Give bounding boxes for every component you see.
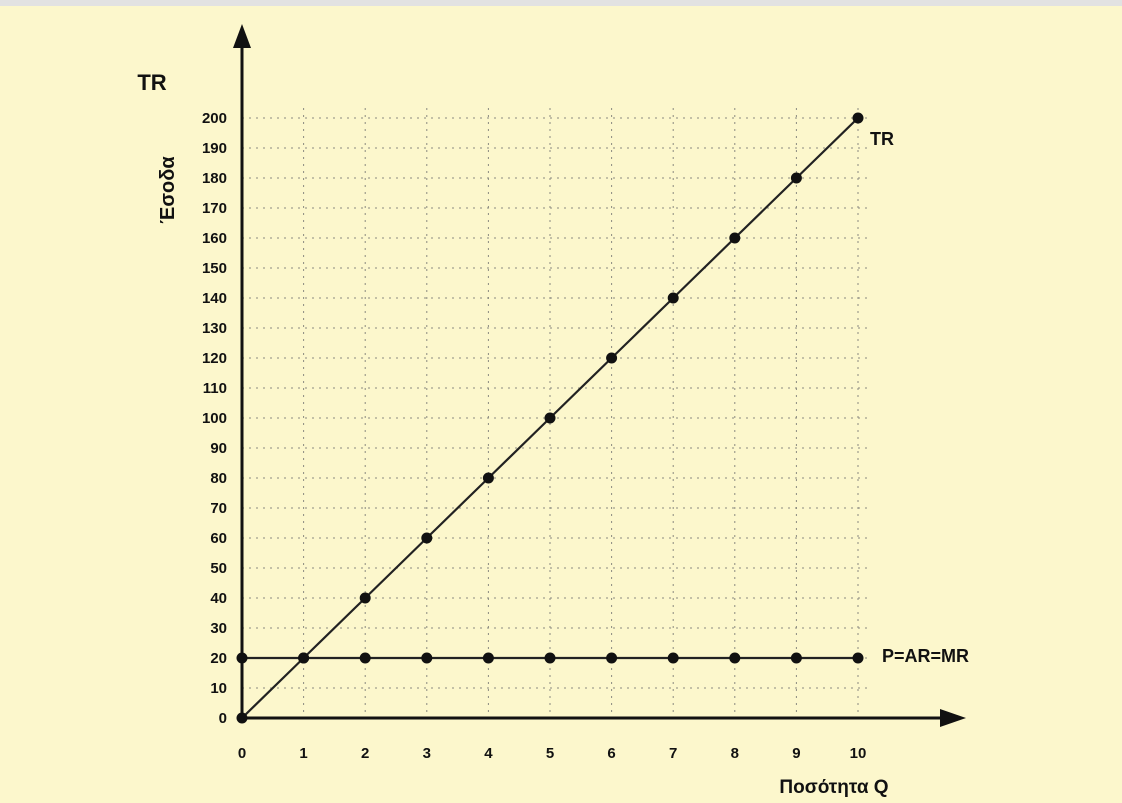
x-tick-label: 3 xyxy=(423,745,431,762)
x-tick-label: 6 xyxy=(607,745,615,762)
y-tick-label: 200 xyxy=(202,110,227,127)
y-tick-labels: 0 10 20 30 40 50 60 70 80 90 100 110 120 130 140 150 160… xyxy=(202,110,227,727)
data-point-price xyxy=(236,652,248,664)
axes xyxy=(233,24,966,727)
y-tick-label: 70 xyxy=(210,500,227,517)
data-point-tr xyxy=(667,292,679,304)
x-tick-label: 10 xyxy=(850,745,867,762)
y-tick-label: 140 xyxy=(202,290,227,307)
data-point-price xyxy=(359,652,371,664)
tr-chart: 0102030405060708090100110120130140150160… xyxy=(137,24,969,798)
y-tick-label: 190 xyxy=(202,140,227,157)
y-tick-label: 30 xyxy=(210,620,227,637)
x-tick-labels: 0 1 2 3 4 5 6 7 8 9 10 xyxy=(238,745,867,762)
y-tick-label: 100 xyxy=(202,410,227,427)
data-point-tr xyxy=(544,412,556,424)
series-label-price: P=AR=MR xyxy=(882,646,969,666)
data-point-tr xyxy=(852,112,864,124)
y-tick-label: 80 xyxy=(210,470,227,487)
y-tick-label: 10 xyxy=(210,680,227,697)
y-axis-arrow xyxy=(233,24,251,48)
y-tick-label: 60 xyxy=(210,530,227,547)
data-point-price xyxy=(298,652,310,664)
x-tick-label: 7 xyxy=(669,745,677,762)
y-tick-label: 120 xyxy=(202,350,227,367)
data-point-price xyxy=(606,652,618,664)
y-tick-label: 180 xyxy=(202,170,227,187)
data-point-tr xyxy=(421,532,433,544)
y-tick-label: 150 xyxy=(202,260,227,277)
data-point-tr xyxy=(729,232,741,244)
y-tick-label: 170 xyxy=(202,200,227,217)
x-tick-label: 2 xyxy=(361,745,369,762)
data-point-tr xyxy=(606,352,618,364)
chart-frame: 0 10 20 30 40 50 60 70 80 90 100 110 120 130 140 150 160… xyxy=(0,6,1122,803)
data-point-price xyxy=(482,652,494,664)
data-point-price xyxy=(852,652,864,664)
data-point-tr xyxy=(359,592,371,604)
series-label-tr: TR xyxy=(870,129,894,149)
data-point-tr xyxy=(482,472,494,484)
y-tick-label: 0 xyxy=(219,710,227,727)
x-axis-arrow xyxy=(940,709,966,727)
data-point-tr xyxy=(236,712,248,724)
x-tick-label: 0 xyxy=(238,745,246,762)
y-tick-label: 20 xyxy=(210,650,227,667)
y-tick-label: 130 xyxy=(202,320,227,337)
data-point-price xyxy=(421,652,433,664)
x-tick-label: 5 xyxy=(546,745,554,762)
y-axis-label: Έσοδα xyxy=(157,156,179,224)
y-tick-label: 50 xyxy=(210,560,227,577)
y-axis-title: TR xyxy=(137,70,166,95)
x-tick-label: 1 xyxy=(299,745,307,762)
y-tick-label: 40 xyxy=(210,590,227,607)
y-tick-label: 160 xyxy=(202,230,227,247)
x-tick-label: 8 xyxy=(731,745,739,762)
data-point-price xyxy=(544,652,556,664)
y-tick-label: 90 xyxy=(210,440,227,457)
data-point-price xyxy=(790,652,802,664)
data-point-price xyxy=(667,652,679,664)
series-points xyxy=(236,112,864,724)
x-axis-label: Ποσότητα Q xyxy=(779,777,888,798)
data-point-price xyxy=(729,652,741,664)
data-point-tr xyxy=(790,172,802,184)
x-tick-label: 9 xyxy=(792,745,800,762)
x-tick-label: 4 xyxy=(484,745,493,762)
y-tick-label: 110 xyxy=(203,380,227,397)
